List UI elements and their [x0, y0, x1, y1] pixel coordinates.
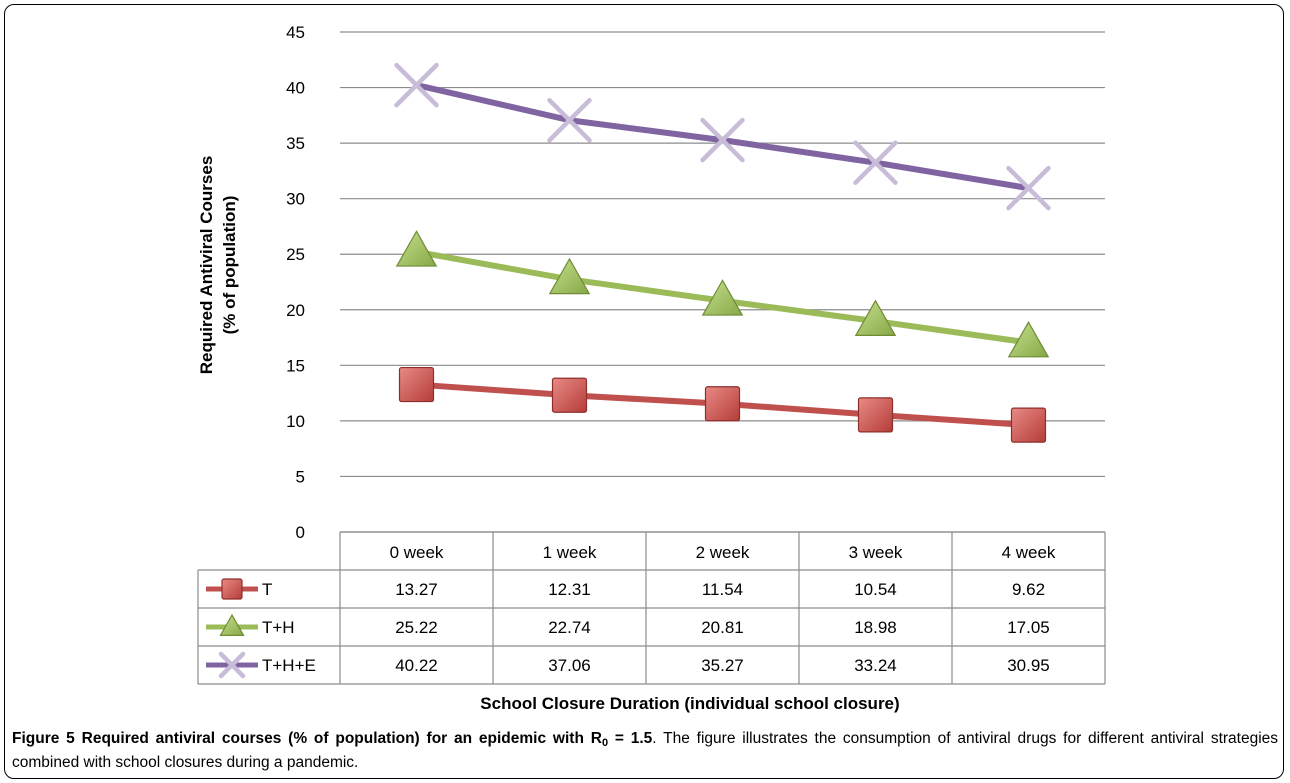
table-value: 12.31 [548, 580, 591, 599]
x-category-label: 3 week [849, 543, 903, 562]
square-marker [857, 397, 894, 433]
triangle-marker [1007, 320, 1050, 358]
square-marker [398, 366, 435, 403]
y-tick-label: 40 [286, 79, 305, 98]
figure-caption: Figure 5 Required antiviral courses (% o… [12, 727, 1278, 775]
table-value: 25.22 [395, 618, 438, 637]
figure-title-end: = 1.5 [608, 730, 653, 747]
y-tick-label: 10 [286, 412, 305, 431]
legend-label: T+H [262, 618, 295, 637]
x-category-label: 1 week [543, 543, 597, 562]
x-marker-stroke [547, 97, 592, 143]
y-tick-label: 5 [296, 467, 305, 486]
table-value: 22.74 [548, 618, 591, 637]
x-marker-stroke [394, 62, 439, 108]
triangle-marker [854, 299, 897, 336]
y-tick-label: 35 [286, 134, 305, 153]
figure-caption-body: . The figure illustrates the consumption… [12, 730, 1279, 771]
square-marker [704, 386, 741, 422]
figure-title-subscript: 0 [601, 737, 609, 749]
x-category-label: 0 week [390, 543, 444, 562]
x-category-label: 2 week [696, 543, 750, 562]
legend-label: T [262, 580, 272, 599]
table-value: 13.27 [395, 580, 438, 599]
table-value: 30.95 [1007, 656, 1050, 675]
table-value: 18.98 [854, 618, 897, 637]
table-value: 9.62 [1012, 580, 1045, 599]
y-tick-label: 25 [286, 245, 305, 264]
y-tick-label: 45 [286, 23, 305, 42]
figure-frame [4, 4, 1284, 779]
figure-label: Figure 5 [12, 730, 75, 747]
x-marker-stroke [1006, 165, 1051, 211]
data-table: 0 week 1 week 2 week 3 week 4 week T 13.27 12.3… [197, 531, 1106, 685]
y-tick-label: 15 [286, 356, 305, 375]
x-marker-stroke [853, 140, 898, 185]
table-value: 33.24 [854, 656, 897, 675]
series-lines [394, 62, 1051, 443]
table-value: 37.06 [548, 656, 591, 675]
triangle-marker [219, 613, 245, 637]
square-marker [1010, 407, 1047, 443]
table-value: 17.05 [1007, 618, 1050, 637]
table-value: 11.54 [702, 580, 743, 599]
square-marker [551, 377, 588, 413]
triangle-marker [701, 279, 744, 316]
table-value: 10.54 [854, 580, 897, 599]
x-category-label: 4 week [1002, 543, 1056, 562]
triangle-marker [395, 230, 438, 267]
triangle-marker [548, 257, 591, 295]
table-value: 35.27 [701, 656, 744, 675]
y-tick-label: 30 [286, 190, 305, 209]
y-axis-label-line2: (% of population) [220, 196, 239, 335]
x-marker-stroke [700, 117, 745, 163]
table-value: 20.81 [701, 618, 744, 637]
y-tick-label: 0 [296, 523, 305, 542]
series-line [413, 82, 1032, 192]
x-marker-stroke [218, 651, 246, 679]
y-axis-label-line1: Required Antiviral Courses [197, 156, 216, 375]
table-value: 40.22 [395, 656, 438, 675]
x-axis-label: School Closure Duration (individual scho… [480, 694, 899, 713]
line-chart: 0 5 10 15 20 25 30 35 40 45 0 week 1 week 2 week 3 w… [197, 23, 1106, 713]
y-axis-ticks: 0 5 10 15 20 25 30 35 40 45 [286, 23, 305, 542]
legend-label: T+H+E [262, 656, 316, 675]
y-tick-label: 20 [286, 301, 305, 320]
figure-title: Required antiviral courses (% of populat… [81, 730, 602, 747]
square-marker [221, 578, 243, 600]
